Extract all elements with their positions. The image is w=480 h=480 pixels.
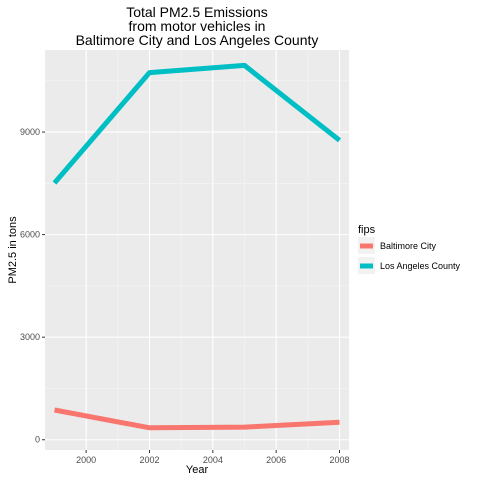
x-tick-label: 2006 bbox=[266, 455, 286, 465]
y-tick-label: 0 bbox=[35, 435, 40, 445]
y-axis: 0 3000 6000 9000 bbox=[20, 127, 45, 445]
chart-title-line-1: Total PM2.5 Emissions bbox=[126, 4, 268, 20]
x-tick-label: 2002 bbox=[139, 455, 159, 465]
y-axis-label: PM2.5 in tons bbox=[7, 216, 19, 284]
series-lines bbox=[52, 62, 342, 431]
series-line-0 bbox=[54, 407, 340, 431]
legend-title: fips bbox=[358, 224, 376, 236]
legend: fips Baltimore City Los Angeles County bbox=[358, 224, 461, 274]
y-tick-label: 3000 bbox=[20, 332, 40, 342]
chart-title-line-2: from motor vehicles in bbox=[129, 18, 266, 34]
chart-title: Total PM2.5 Emissions from motor vehicle… bbox=[76, 4, 319, 48]
x-axis: 2000 2002 2004 2006 2008 bbox=[76, 450, 350, 465]
x-tick-label: 2008 bbox=[329, 455, 349, 465]
series-line-1 bbox=[52, 62, 342, 185]
y-tick-label: 6000 bbox=[20, 230, 40, 240]
plot-panel bbox=[45, 50, 349, 450]
y-tick-label: 9000 bbox=[20, 127, 40, 137]
grid-lines bbox=[45, 50, 349, 450]
x-tick-label: 2004 bbox=[203, 455, 223, 465]
legend-label-0: Baltimore City bbox=[380, 241, 437, 251]
x-axis-label: Year bbox=[186, 464, 209, 476]
chart-title-line-3: Baltimore City and Los Angeles County bbox=[76, 32, 319, 48]
x-tick-label: 2000 bbox=[76, 455, 96, 465]
legend-label-1: Los Angeles County bbox=[380, 261, 461, 271]
